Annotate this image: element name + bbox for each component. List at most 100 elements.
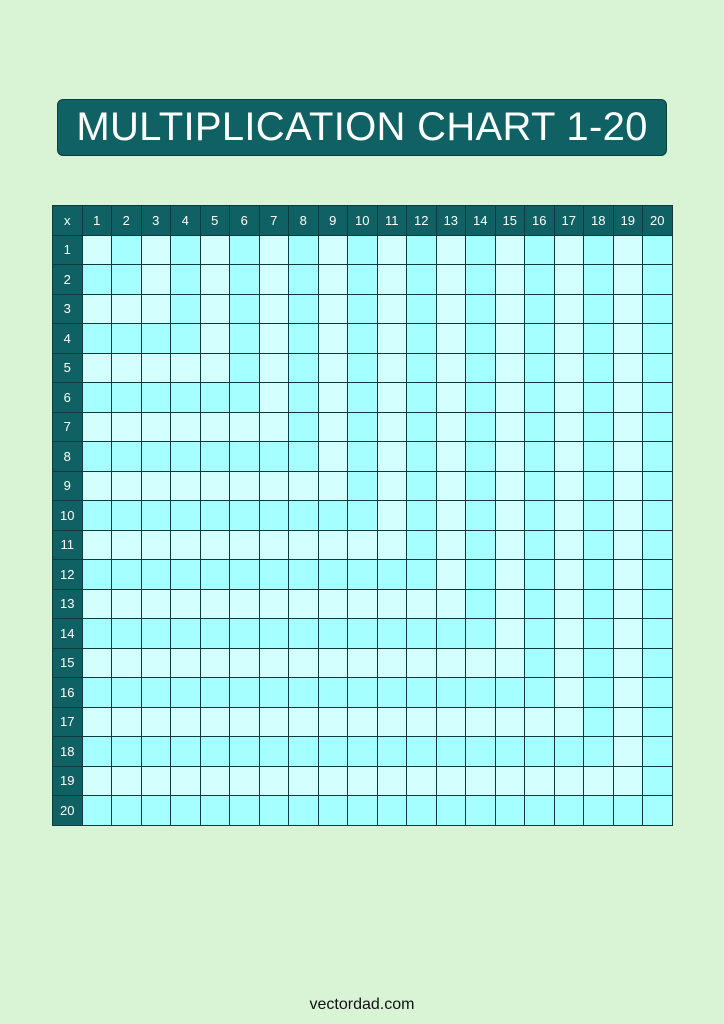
blank-cell (288, 382, 319, 413)
blank-cell (140, 500, 171, 531)
blank-cell (288, 293, 319, 324)
blank-cell (170, 529, 201, 560)
blank-cell (229, 441, 260, 472)
blank-cell (317, 677, 348, 708)
blank-cell (524, 382, 555, 413)
blank-cell (583, 529, 614, 560)
row-header: 13 (52, 588, 83, 619)
blank-cell (170, 323, 201, 354)
blank-cell (317, 765, 348, 796)
blank-cell (524, 293, 555, 324)
blank-cell (642, 677, 673, 708)
blank-cell (111, 441, 142, 472)
blank-cell (465, 323, 496, 354)
blank-cell (288, 411, 319, 442)
blank-cell (612, 529, 643, 560)
blank-cell (435, 441, 466, 472)
blank-cell (140, 559, 171, 590)
blank-cell (140, 588, 171, 619)
blank-cell (111, 323, 142, 354)
row-header: 5 (52, 352, 83, 383)
blank-cell (524, 706, 555, 737)
blank-cell (435, 382, 466, 413)
blank-cell (229, 795, 260, 826)
row-header: 1 (52, 234, 83, 265)
grid-row: 8 (52, 441, 673, 472)
blank-cell (435, 795, 466, 826)
blank-cell (583, 264, 614, 295)
blank-cell (494, 382, 525, 413)
blank-cell (494, 618, 525, 649)
blank-cell (347, 500, 378, 531)
blank-cell (465, 647, 496, 678)
column-header: 13 (435, 205, 466, 236)
blank-cell (494, 234, 525, 265)
blank-cell (317, 559, 348, 590)
blank-cell (81, 559, 112, 590)
blank-cell (258, 765, 289, 796)
blank-cell (317, 293, 348, 324)
blank-cell (642, 559, 673, 590)
blank-cell (494, 323, 525, 354)
blank-cell (435, 588, 466, 619)
blank-cell (258, 677, 289, 708)
blank-cell (553, 382, 584, 413)
blank-cell (465, 588, 496, 619)
blank-cell (583, 500, 614, 531)
blank-cell (465, 234, 496, 265)
blank-cell (140, 647, 171, 678)
column-header: 18 (583, 205, 614, 236)
blank-cell (642, 618, 673, 649)
blank-cell (288, 588, 319, 619)
blank-cell (229, 411, 260, 442)
blank-cell (524, 559, 555, 590)
blank-cell (642, 647, 673, 678)
blank-cell (111, 293, 142, 324)
blank-cell (347, 352, 378, 383)
blank-cell (140, 382, 171, 413)
blank-cell (435, 559, 466, 590)
blank-cell (642, 736, 673, 767)
blank-cell (406, 795, 437, 826)
blank-cell (347, 382, 378, 413)
blank-cell (612, 736, 643, 767)
blank-cell (494, 765, 525, 796)
blank-cell (258, 441, 289, 472)
blank-cell (524, 588, 555, 619)
row-header: 14 (52, 618, 83, 649)
blank-cell (229, 470, 260, 501)
blank-cell (376, 500, 407, 531)
blank-cell (317, 323, 348, 354)
blank-cell (376, 352, 407, 383)
row-header: 10 (52, 500, 83, 531)
blank-cell (494, 352, 525, 383)
grid-row: 10 (52, 500, 673, 531)
row-header: 17 (52, 706, 83, 737)
blank-cell (435, 470, 466, 501)
blank-cell (111, 706, 142, 737)
blank-cell (111, 382, 142, 413)
blank-cell (140, 234, 171, 265)
grid-row: 3 (52, 293, 673, 324)
column-header: 19 (612, 205, 643, 236)
blank-cell (553, 559, 584, 590)
column-header: 20 (642, 205, 673, 236)
column-header: 11 (376, 205, 407, 236)
blank-cell (494, 647, 525, 678)
blank-cell (81, 352, 112, 383)
blank-cell (140, 736, 171, 767)
blank-cell (524, 441, 555, 472)
blank-cell (494, 588, 525, 619)
blank-cell (81, 765, 112, 796)
blank-cell (199, 559, 230, 590)
blank-cell (199, 323, 230, 354)
blank-cell (553, 234, 584, 265)
blank-cell (465, 677, 496, 708)
blank-cell (170, 264, 201, 295)
blank-cell (583, 677, 614, 708)
blank-cell (494, 293, 525, 324)
blank-cell (612, 470, 643, 501)
grid-row: 11 (52, 529, 673, 560)
blank-cell (81, 293, 112, 324)
blank-cell (317, 382, 348, 413)
